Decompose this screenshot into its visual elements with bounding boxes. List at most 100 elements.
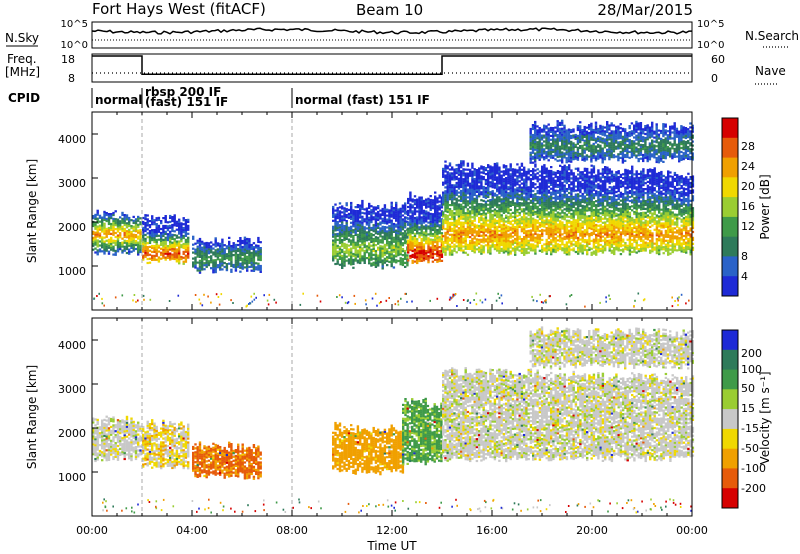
data-cell <box>447 241 449 243</box>
data-cell <box>174 214 176 216</box>
data-cell <box>525 173 527 175</box>
data-cell <box>498 169 500 171</box>
data-cell <box>156 249 158 251</box>
data-cell <box>462 216 464 218</box>
data-cell <box>212 269 214 271</box>
data-cell <box>483 208 485 210</box>
data-cell <box>255 266 257 268</box>
data-cell <box>423 231 425 233</box>
data-cell <box>478 175 480 177</box>
data-cell <box>449 252 451 254</box>
data-cell <box>588 183 590 185</box>
data-cell <box>523 212 525 214</box>
data-cell <box>480 231 482 233</box>
data-cell <box>352 225 354 227</box>
data-cell <box>388 255 390 257</box>
data-cell <box>496 170 498 172</box>
data-cell <box>593 171 595 173</box>
data-cell <box>260 259 262 261</box>
data-cell <box>555 225 557 227</box>
data-cell <box>176 245 178 247</box>
data-cell <box>139 229 141 231</box>
data-cell <box>352 213 354 215</box>
data-cell <box>421 197 423 199</box>
data-cell <box>235 260 237 262</box>
data-cell <box>219 261 221 263</box>
data-cell <box>480 225 482 227</box>
data-cell <box>409 231 411 233</box>
data-cell <box>212 271 214 273</box>
data-cell <box>103 243 105 245</box>
data-cell <box>215 269 217 271</box>
data-cell <box>458 247 460 249</box>
data-cell <box>203 268 205 270</box>
data-cell <box>552 201 554 203</box>
data-cell <box>507 180 509 182</box>
data-cell <box>447 215 449 217</box>
data-cell <box>507 196 509 198</box>
data-cell <box>151 251 153 253</box>
data-cell <box>219 267 221 269</box>
data-cell <box>460 243 462 245</box>
data-cell <box>412 218 414 220</box>
data-cell <box>564 224 566 226</box>
data-cell <box>255 246 257 248</box>
data-cell <box>575 231 577 233</box>
data-cell <box>368 252 370 254</box>
data-cell <box>149 240 151 242</box>
data-cell <box>557 192 559 194</box>
data-cell <box>97 249 99 251</box>
data-cell <box>361 257 363 259</box>
data-cell <box>400 251 402 253</box>
data-cell <box>144 230 146 232</box>
data-cell <box>552 211 554 213</box>
data-cell <box>489 213 491 215</box>
data-cell <box>160 236 162 238</box>
data-cell <box>153 251 155 253</box>
data-cell <box>460 245 462 247</box>
data-cell <box>602 218 604 220</box>
data-cell <box>460 216 462 218</box>
data-cell <box>521 226 523 228</box>
data-cell <box>537 242 539 244</box>
data-cell <box>176 229 178 231</box>
data-cell <box>465 220 467 222</box>
data-cell <box>94 232 96 234</box>
data-cell <box>386 252 388 254</box>
data-cell <box>492 222 494 224</box>
data-cell <box>350 204 352 206</box>
data-cell <box>219 253 221 255</box>
data-cell <box>414 239 416 241</box>
data-cell <box>352 253 354 255</box>
data-cell <box>467 236 469 238</box>
data-cell <box>510 227 512 229</box>
data-cell <box>489 233 491 235</box>
data-cell <box>221 245 223 247</box>
data-cell <box>355 258 357 260</box>
data-cell <box>564 196 566 198</box>
data-cell <box>187 227 189 229</box>
data-cell <box>521 252 523 254</box>
data-cell <box>460 212 462 214</box>
data-cell <box>201 268 203 270</box>
data-cell <box>480 239 482 241</box>
data-cell <box>516 221 518 223</box>
data-cell <box>139 231 141 233</box>
data-cell <box>483 228 485 230</box>
data-cell <box>489 251 491 253</box>
data-cell <box>564 228 566 230</box>
data-cell <box>503 249 505 251</box>
data-cell <box>480 217 482 219</box>
data-cell <box>162 233 164 235</box>
data-cell <box>597 199 599 201</box>
data-cell <box>409 227 411 229</box>
data-cell <box>260 253 262 255</box>
data-cell <box>346 232 348 234</box>
data-cell <box>180 222 182 224</box>
data-cell <box>180 230 182 232</box>
data-cell <box>255 262 257 264</box>
data-cell <box>368 254 370 256</box>
data-cell <box>525 191 527 193</box>
data-cell <box>577 229 579 231</box>
data-cell <box>375 228 377 230</box>
